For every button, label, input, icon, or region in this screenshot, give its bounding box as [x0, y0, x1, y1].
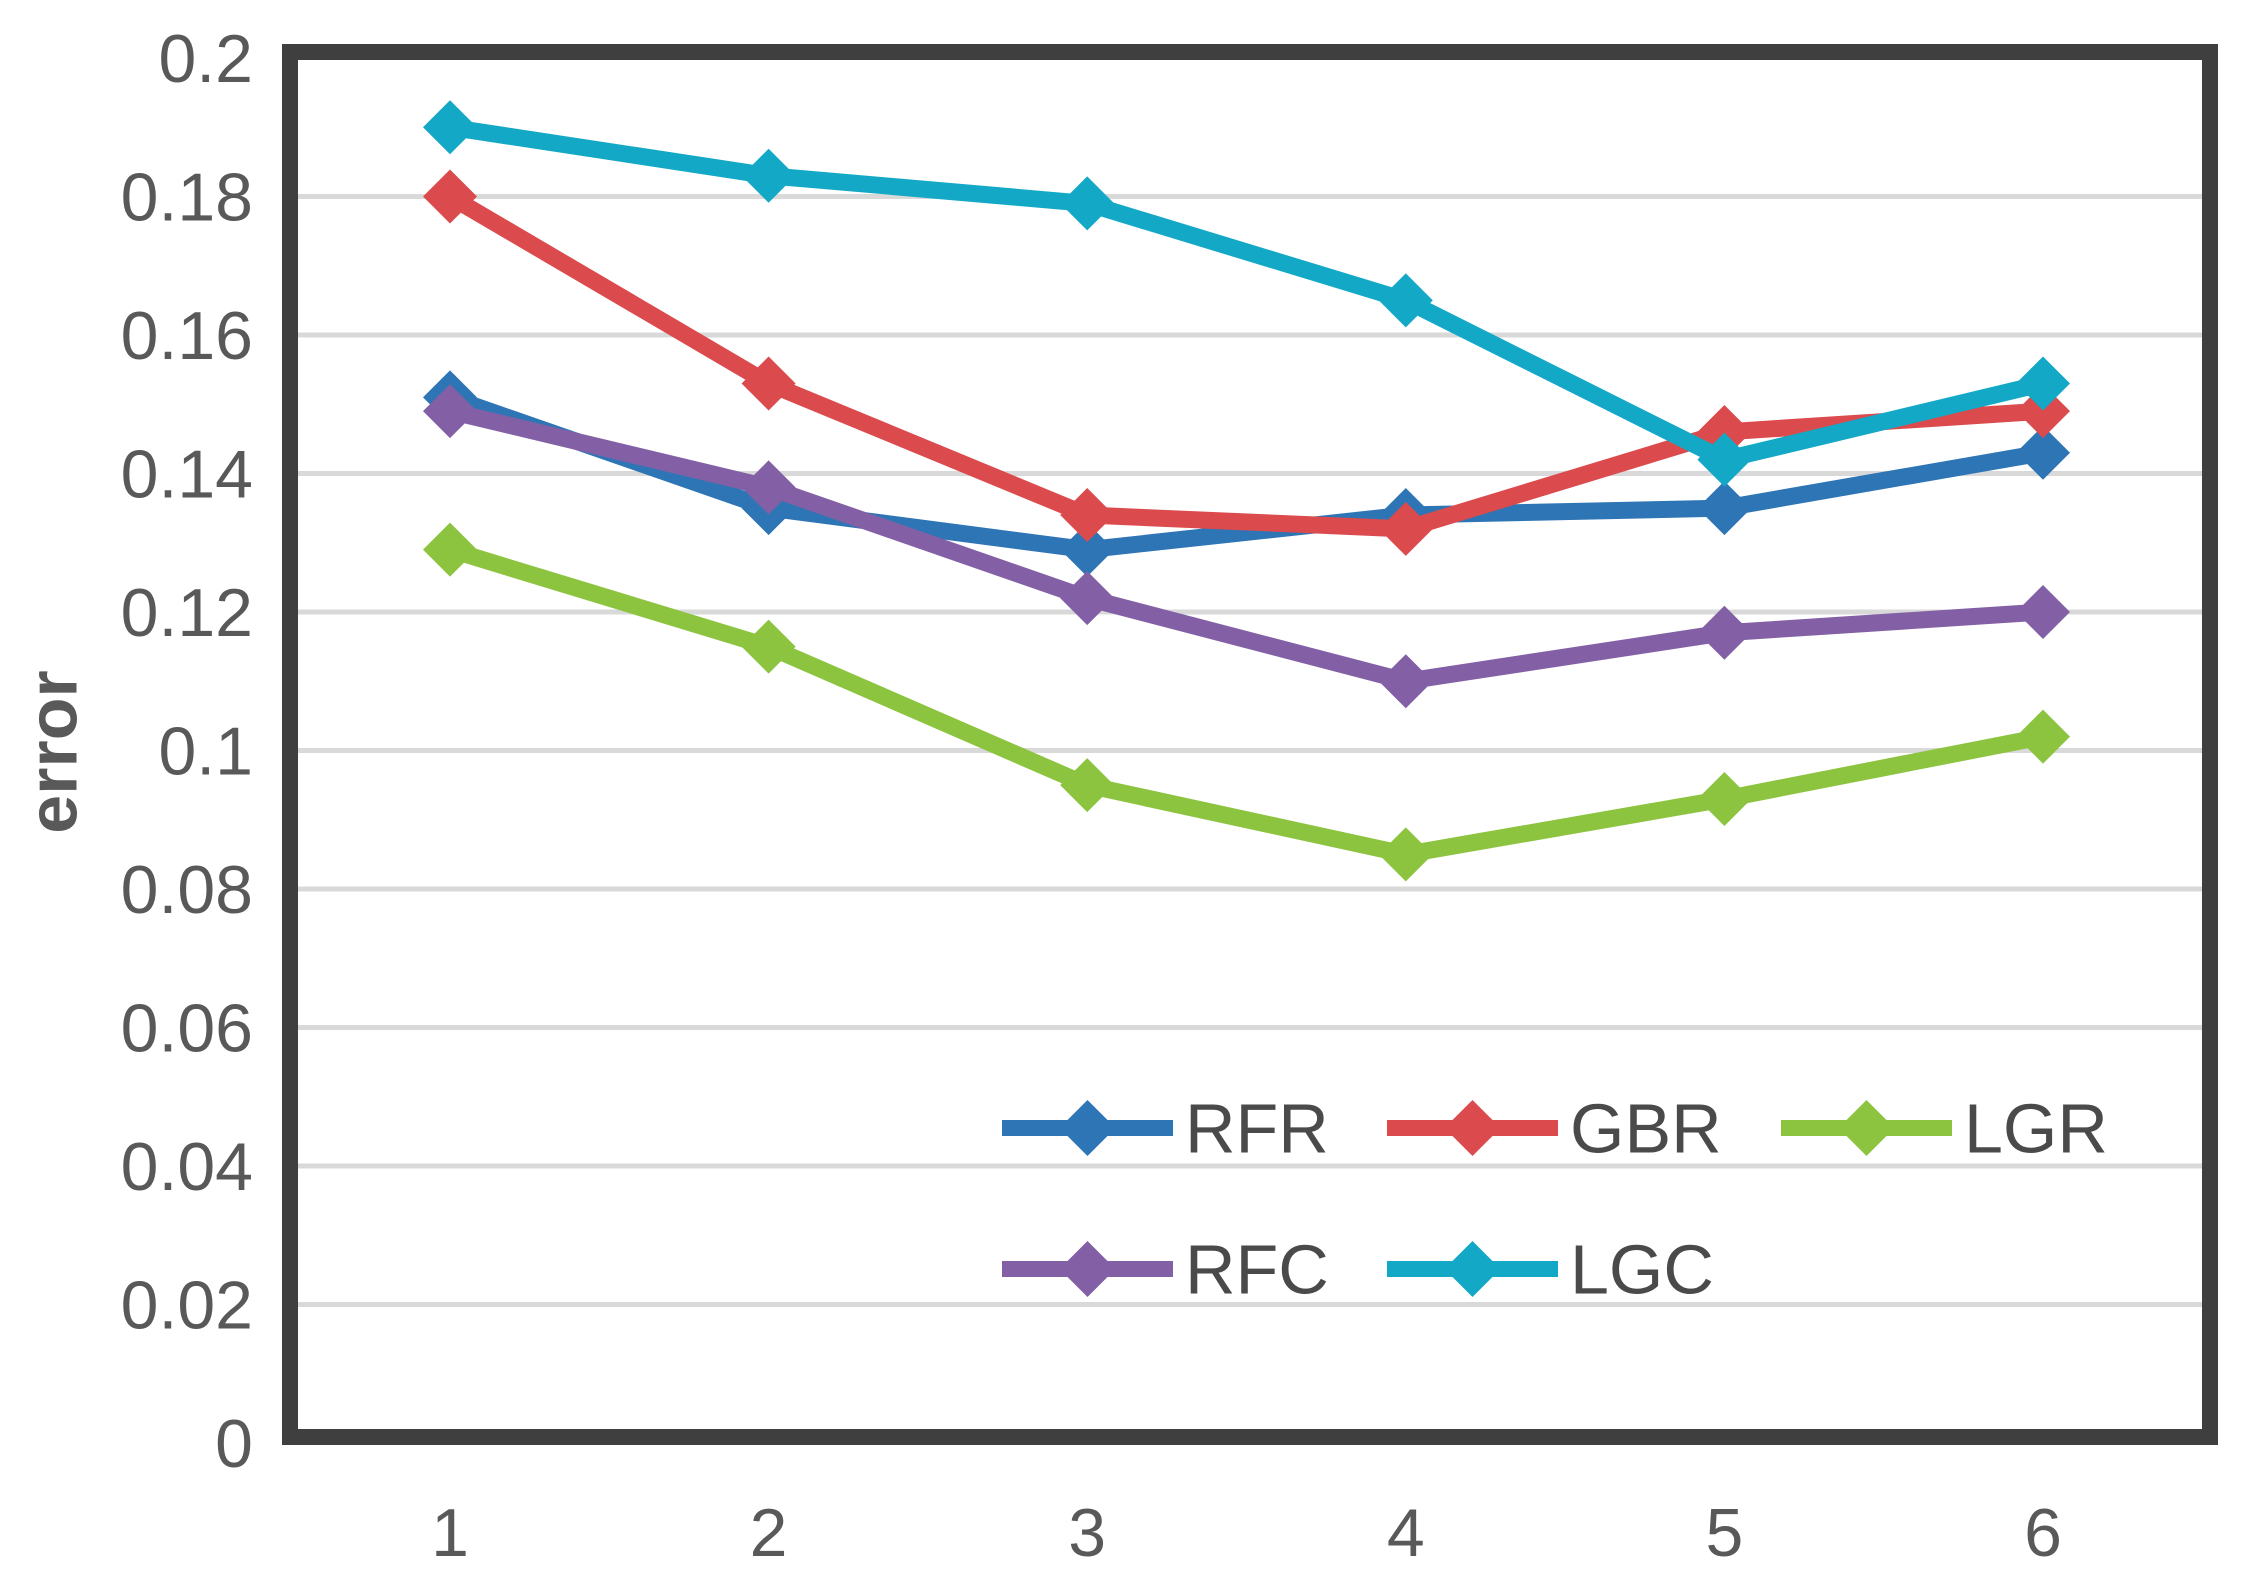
legend-marker-diamond-RFR — [1059, 1100, 1116, 1156]
series-LGC — [423, 100, 2070, 487]
data-point-LGC-x6 — [2016, 356, 2070, 411]
legend-label-GBR: GBR — [1570, 1090, 1722, 1168]
data-point-LGC-x1 — [423, 100, 477, 155]
data-point-LGR-x2 — [741, 619, 796, 674]
y-tick-label-0.12: 0.12 — [121, 575, 253, 651]
data-point-LGR-x6 — [2016, 709, 2070, 764]
legend-marker-diamond-GBR — [1444, 1100, 1501, 1156]
data-point-LGC-x5 — [1697, 432, 1752, 487]
y-tick-label-0.1: 0.1 — [158, 713, 253, 789]
data-point-LGC-x4 — [1378, 273, 1433, 328]
plot-border-group — [282, 44, 2218, 1445]
legend-item-LGR: LGR — [1781, 1090, 2108, 1168]
data-point-LGR-x3 — [1060, 758, 1115, 813]
y-tick-label-0.08: 0.08 — [121, 852, 253, 928]
data-point-RFC-x5 — [1697, 605, 1752, 660]
x-tick-label-2: 2 — [750, 1495, 788, 1571]
legend-item-GBR: GBR — [1387, 1090, 1722, 1168]
y-tick-label-0.2: 0.2 — [158, 21, 253, 97]
x-tick-label-3: 3 — [1068, 1495, 1106, 1571]
legend-item-LGC: LGC — [1387, 1231, 1714, 1309]
legend-item-RFR: RFR — [1002, 1090, 1329, 1168]
legend-label-RFC: RFC — [1185, 1231, 1329, 1309]
y-tick-label-0.02: 0.02 — [121, 1267, 253, 1343]
data-point-RFR-x3 — [1060, 522, 1115, 577]
data-point-LGC-x2 — [741, 148, 796, 203]
data-point-GBR-x3 — [1060, 488, 1115, 543]
x-tick-labels: 1 2 3 4 5 6 — [431, 1495, 2062, 1571]
y-axis-title: error — [14, 670, 92, 833]
legend-marker-diamond-RFC — [1059, 1241, 1116, 1297]
data-point-RFC-x6 — [2016, 585, 2070, 639]
series-line-GBR — [441, 188, 2052, 538]
y-tick-label-0.06: 0.06 — [121, 990, 253, 1066]
data-point-GBR-x2 — [741, 356, 796, 411]
y-tick-label-0: 0 — [215, 1406, 253, 1482]
series-RFC — [423, 384, 2070, 709]
x-tick-label-6: 6 — [2024, 1495, 2062, 1571]
x-tick-label-4: 4 — [1387, 1495, 1425, 1571]
data-point-LGR-x5 — [1697, 771, 1752, 826]
data-point-GBR-x4 — [1378, 501, 1433, 556]
legend-label-LGC: LGC — [1570, 1231, 1714, 1309]
data-point-GBR-x6 — [2016, 384, 2070, 439]
data-point-RFC-x4 — [1378, 654, 1433, 709]
x-tick-label-1: 1 — [431, 1495, 469, 1571]
series-line-RFC — [441, 402, 2052, 690]
series-line-RFR — [441, 388, 2052, 559]
legend: RFR GBR LGR RFC LGC — [1002, 1090, 2108, 1309]
data-point-GBR-x1 — [423, 169, 477, 224]
data-point-RFC-x3 — [1060, 571, 1115, 626]
legend-item-RFC: RFC — [1002, 1231, 1329, 1309]
plot-border — [282, 44, 2218, 1445]
series-layer — [423, 100, 2070, 882]
y-tick-label-0.14: 0.14 — [121, 436, 253, 512]
data-point-LGR-x4 — [1378, 827, 1433, 882]
data-point-RFC-x2 — [741, 460, 796, 515]
y-tick-label-0.16: 0.16 — [121, 298, 253, 374]
legend-marker-diamond-LGC — [1444, 1241, 1501, 1297]
x-tick-label-5: 5 — [1705, 1495, 1743, 1571]
legend-marker-diamond-LGR — [1838, 1100, 1895, 1156]
series-line-LGC — [441, 118, 2052, 469]
data-point-LGR-x1 — [423, 522, 477, 577]
data-point-RFR-x6 — [2016, 425, 2070, 480]
series-line-LGR — [441, 541, 2052, 863]
y-tick-label-0.04: 0.04 — [121, 1129, 253, 1205]
legend-label-RFR: RFR — [1185, 1090, 1329, 1168]
legend-label-LGR: LGR — [1964, 1090, 2108, 1168]
series-LGR — [423, 522, 2070, 882]
y-tick-label-0.18: 0.18 — [121, 159, 253, 235]
y-tick-labels: 0 0.02 0.04 0.06 0.08 0.1 0.12 0.14 0.16 0.18 0.2 — [121, 21, 253, 1482]
data-point-RFC-x1 — [423, 384, 477, 439]
data-point-LGC-x3 — [1060, 176, 1115, 231]
gridlines — [298, 194, 2202, 1307]
data-point-RFR-x5 — [1697, 481, 1752, 536]
